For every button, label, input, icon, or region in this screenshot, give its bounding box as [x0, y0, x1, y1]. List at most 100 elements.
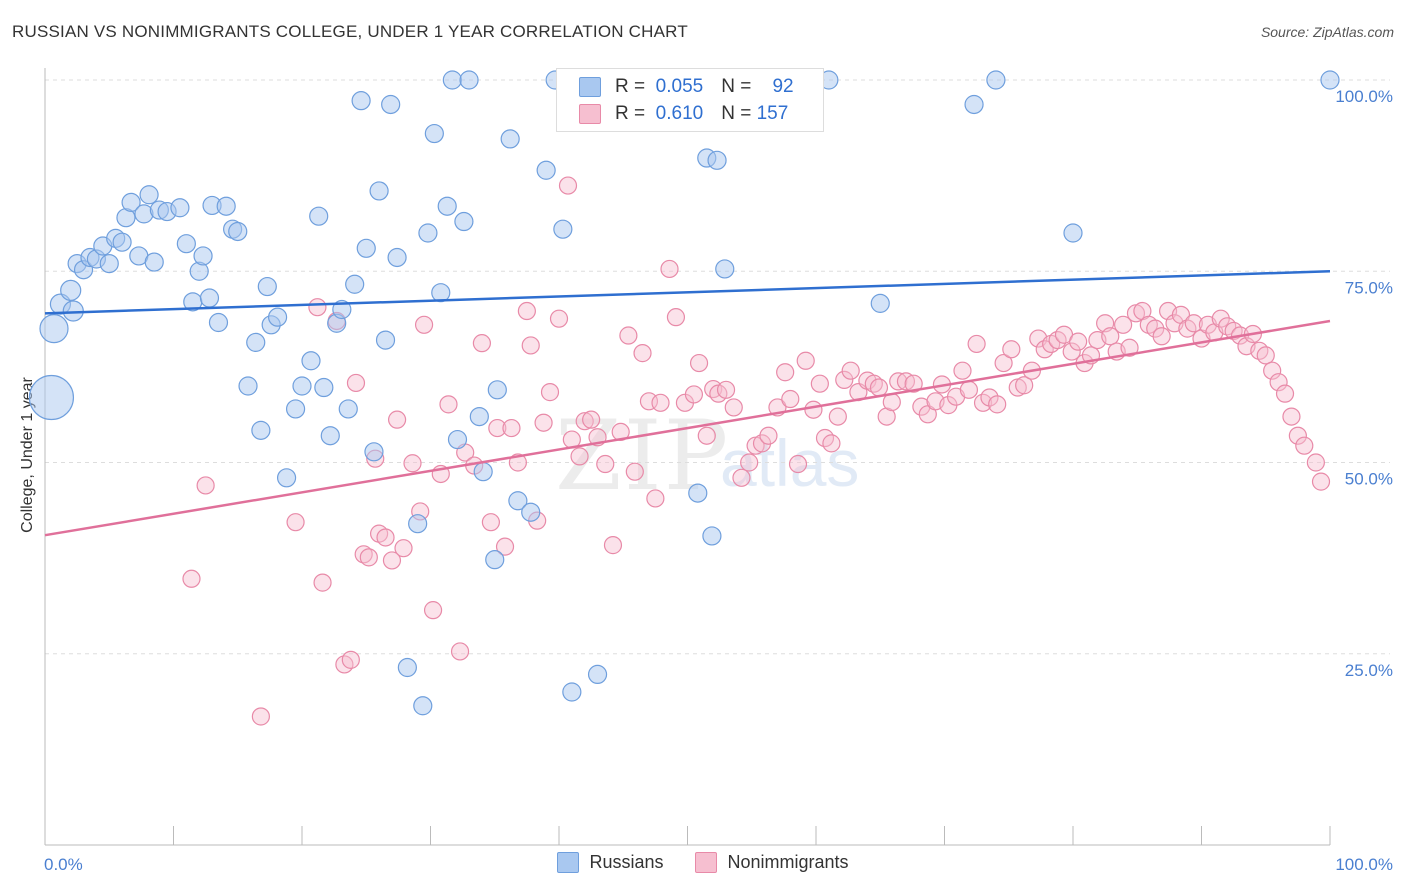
nonimmigrants-swatch — [579, 104, 601, 124]
nonimmigrants-point — [781, 389, 800, 409]
russians-point — [408, 514, 428, 534]
nonimmigrants-point — [1114, 315, 1133, 334]
russians-point — [459, 70, 479, 90]
russians-point — [1063, 223, 1083, 243]
nonimmigrants-point — [596, 454, 615, 474]
nonimmigrants-point — [1069, 332, 1088, 351]
nonimmigrants-point — [724, 398, 743, 417]
nonimmigrants-point — [740, 453, 759, 472]
nonimmigrants-point — [1218, 317, 1237, 336]
nonimmigrants-point — [582, 410, 601, 429]
russians-point — [424, 123, 444, 144]
russians-point — [487, 380, 507, 400]
nonimmigrants-point — [776, 363, 795, 382]
n-label: N = — [721, 76, 752, 97]
nonimmigrants-point — [666, 308, 686, 327]
nonimmigrants-point — [403, 454, 422, 473]
nonimmigrants-point — [1256, 346, 1275, 365]
nonimmigrants-point — [619, 326, 638, 345]
russians-point — [292, 376, 312, 396]
russians-point — [870, 293, 890, 313]
russians-point — [208, 312, 229, 333]
russians-point — [473, 462, 493, 482]
nonimmigrants-point — [646, 489, 665, 508]
nonimmigrants-point — [959, 380, 979, 399]
nonimmigrants-point — [382, 551, 402, 570]
nonimmigrants-point — [549, 309, 569, 328]
russians-point — [364, 442, 384, 462]
nonimmigrants-point — [423, 601, 443, 620]
russians-point — [144, 252, 164, 272]
nonimmigrants-point — [1288, 426, 1307, 445]
russians-point — [387, 247, 407, 268]
nonimmigrants-point — [472, 334, 491, 353]
nonimmigrants-point — [810, 374, 829, 393]
russians-point — [199, 288, 220, 308]
russians-point — [369, 181, 389, 201]
russians-point — [587, 664, 608, 685]
r-value: 0.055 — [655, 76, 704, 97]
nonimmigrants-point — [354, 545, 373, 564]
nonimmigrants-point — [904, 374, 923, 393]
nonimmigrants-point — [341, 650, 360, 669]
nonimmigrants-point — [869, 378, 889, 397]
russians-point — [267, 307, 288, 327]
russians-point — [238, 376, 258, 396]
nonimmigrants-trend-line — [44, 319, 1331, 537]
nonimmigrants-point — [994, 353, 1013, 373]
nonimmigrants-point — [251, 707, 270, 726]
nonimmigrants-point — [570, 447, 589, 466]
nonimmigrants-point — [804, 400, 823, 419]
legend-item-nonimmigrants: Nonimmigrants — [695, 852, 849, 873]
nonimmigrants-point — [796, 351, 815, 370]
nonimmigrants-point — [286, 513, 305, 532]
russians-point — [276, 468, 297, 488]
russians-point — [345, 274, 365, 294]
russians-point — [521, 502, 541, 522]
nonimmigrants-point — [359, 548, 378, 567]
nonimmigrants-point — [660, 259, 679, 279]
russians-point — [413, 696, 433, 716]
nonimmigrants-point — [953, 361, 972, 380]
nonimmigrants-point — [828, 407, 847, 426]
russians-point — [707, 150, 727, 170]
nonimmigrants-point — [689, 353, 709, 373]
nonimmigrants-point — [495, 537, 515, 556]
nonimmigrants-point — [481, 513, 500, 532]
nonimmigrants-point — [517, 301, 536, 321]
nonimmigrants-point — [376, 528, 395, 547]
nonimmigrants-point — [534, 413, 553, 432]
russians-point — [39, 314, 69, 344]
nonimmigrants-point — [684, 385, 704, 404]
x-tick-label: 100.0% — [1335, 855, 1393, 874]
nonimmigrants-point — [1282, 407, 1301, 426]
nonimmigrants-point — [1295, 436, 1314, 455]
legend-label-nonimmigrants: Nonimmigrants — [727, 852, 849, 872]
nonimmigrants-point — [1101, 327, 1120, 346]
russians-point — [139, 185, 159, 205]
nonimmigrants-point — [540, 383, 560, 402]
x-tick-label: 0.0% — [44, 855, 83, 874]
nonimmigrants-point — [1015, 376, 1034, 395]
russians-point — [397, 657, 417, 678]
nonimmigrants-point — [196, 476, 215, 495]
nonimmigrants-point — [822, 434, 841, 453]
russians-point — [314, 377, 334, 398]
nonimmigrants-point — [1263, 361, 1282, 380]
russians-point — [447, 429, 468, 450]
y-tick-label: 75.0% — [1345, 278, 1393, 297]
russians-point — [216, 196, 236, 216]
russians-point — [418, 223, 438, 243]
r-value: 0.610 — [655, 103, 704, 124]
nonimmigrants-point — [1275, 384, 1295, 403]
r-label: R = — [615, 76, 646, 97]
russians-point — [562, 682, 582, 702]
nonimmigrants-point — [732, 468, 751, 487]
y-tick-label: 100.0% — [1335, 87, 1393, 106]
russians-point — [28, 374, 75, 421]
russians-point — [381, 94, 401, 115]
legend-item-russians: Russians — [557, 852, 663, 873]
russians-point — [285, 399, 306, 419]
nonimmigrants-point — [835, 370, 854, 389]
russians-point — [500, 129, 520, 149]
